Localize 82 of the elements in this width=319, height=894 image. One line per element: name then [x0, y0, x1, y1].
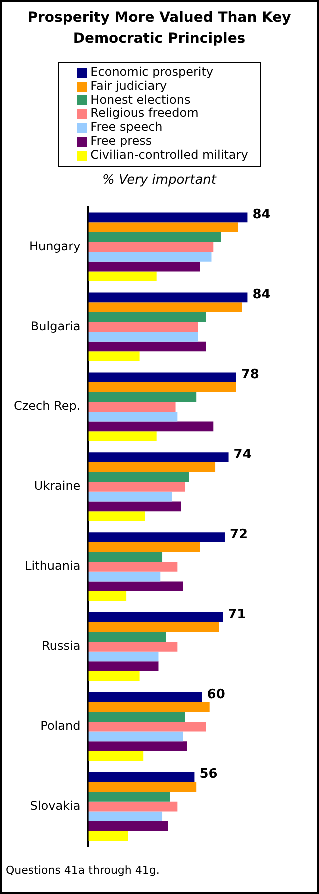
legend-label: Fair judiciary [90, 78, 168, 94]
bar [88, 392, 197, 402]
y-tick-label: Russia [42, 638, 81, 653]
bar [88, 651, 159, 662]
bar [88, 242, 214, 252]
bar [88, 581, 184, 592]
y-tick-label: Lithuania [25, 558, 81, 573]
legend-label: Honest elections [90, 92, 191, 108]
bar [88, 222, 238, 232]
bar [88, 312, 206, 322]
chart-title: Prosperity More Valued Than Key Democratic Principles [26, 9, 292, 49]
text: Questions 41a through 41g. [6, 864, 161, 877]
bar [88, 830, 128, 841]
data-label: 71 [228, 606, 246, 622]
bar [88, 591, 127, 601]
bar [88, 462, 216, 472]
y-tick-label: Czech Rep. [14, 398, 81, 413]
y-tick-label: Slovakia [30, 798, 81, 813]
bar [88, 271, 157, 282]
y-tick-label: Ukraine [34, 478, 81, 493]
bar [88, 702, 210, 712]
bar [88, 302, 242, 312]
bar [88, 261, 200, 272]
bar [88, 212, 248, 222]
bar [88, 741, 188, 752]
legend-label: Free speech [90, 120, 163, 135]
bar [88, 332, 198, 342]
bar [88, 412, 178, 422]
bar [88, 472, 190, 482]
bar [88, 232, 222, 242]
bar [88, 292, 248, 302]
bar [88, 372, 236, 382]
bar [88, 821, 168, 831]
bar [88, 552, 163, 562]
y-tick-label: Poland [40, 718, 81, 733]
bar [88, 501, 182, 512]
bar [88, 402, 176, 412]
bar [88, 692, 202, 702]
data-label: 74 [234, 447, 252, 462]
bar [88, 782, 197, 792]
bar [88, 341, 206, 352]
bar [88, 562, 178, 572]
data-label: 60 [207, 686, 226, 702]
legend-label: Free press [90, 134, 152, 149]
bar [88, 801, 178, 812]
bar [88, 571, 161, 582]
data-label: 72 [230, 526, 248, 542]
bar [88, 751, 144, 761]
y-tick-label: Bulgaria [30, 318, 81, 333]
data-label: 78 [241, 367, 260, 382]
bar [88, 731, 184, 742]
bar [88, 671, 140, 681]
bar [88, 492, 172, 502]
bar [88, 661, 159, 672]
bar [88, 532, 225, 542]
y-tick-label: Hungary [29, 238, 81, 253]
bar [88, 421, 214, 432]
bar [88, 351, 140, 362]
bar [88, 811, 163, 822]
legend-label: Economic prosperity [90, 65, 214, 80]
data-label: 84 [252, 287, 271, 302]
bar [88, 642, 178, 652]
bar [88, 772, 195, 782]
bar [88, 322, 198, 332]
bar [88, 722, 206, 732]
bar [88, 482, 186, 492]
legend-label: Civilian-controlled military [90, 148, 248, 163]
data-label: 56 [200, 766, 218, 782]
bar [88, 452, 229, 462]
bar [88, 431, 157, 442]
legend-label: Religious freedom [90, 106, 199, 122]
bar [88, 252, 212, 262]
bar [88, 542, 200, 552]
bar [88, 792, 170, 802]
data-label: 84 [252, 207, 271, 222]
bar [88, 712, 186, 722]
bar [88, 632, 166, 642]
chart-subtitle: % Very important [101, 172, 218, 188]
bar [88, 622, 220, 632]
bar [88, 382, 236, 392]
bar [88, 511, 146, 521]
bar [88, 612, 224, 622]
